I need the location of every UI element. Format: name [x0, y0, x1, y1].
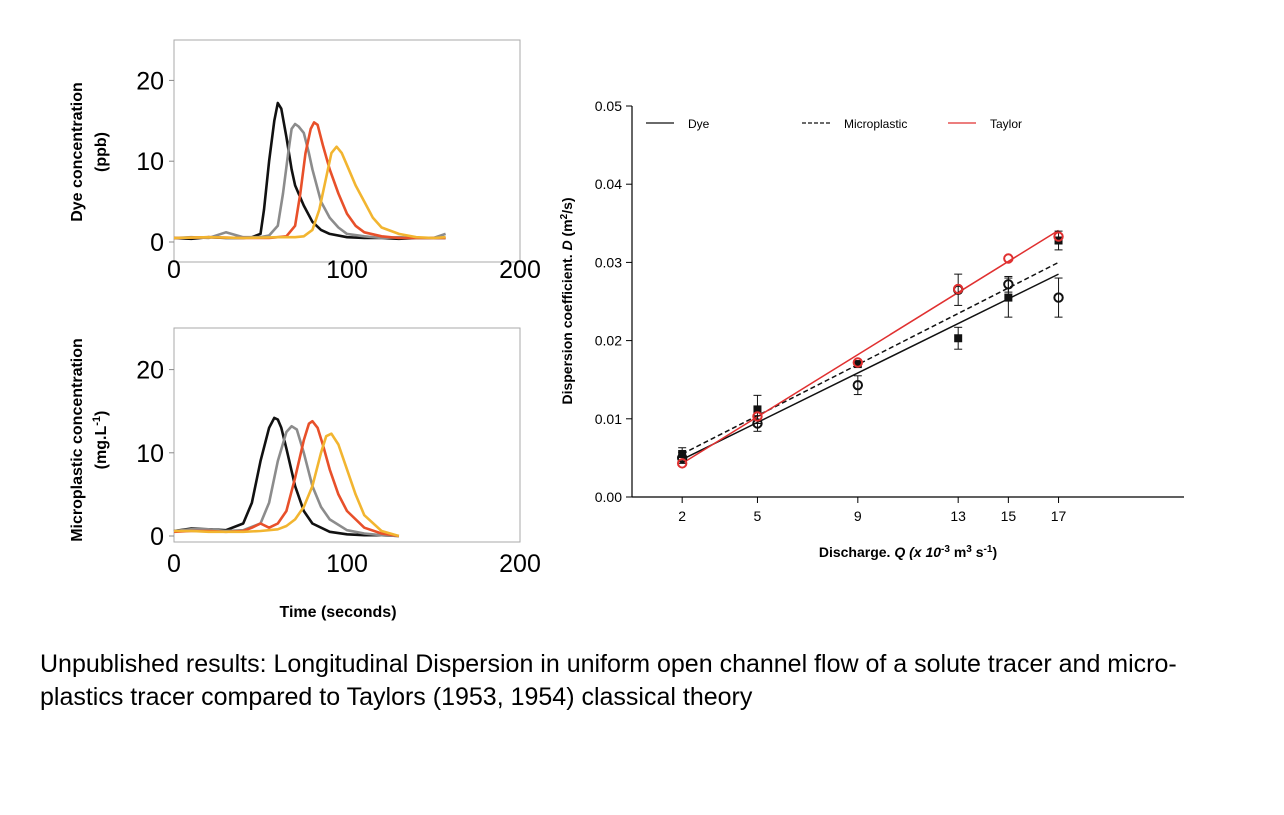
dispersion-xtick-label: 2 — [678, 508, 686, 524]
data-point-circle — [1003, 253, 1014, 264]
time-xlabel: Time (seconds) — [279, 604, 396, 621]
legend-label-taylor: Taylor — [990, 117, 1022, 131]
microplastic-plot-frame — [173, 327, 521, 543]
dye-ylabel-line2: (ppb) — [93, 132, 110, 172]
data-point-circle — [676, 458, 688, 469]
dispersion-ylabel-prefix: Dispersion coefficient. — [559, 254, 575, 404]
dye-plot-frame — [173, 39, 521, 263]
dispersion-xlabel-unit1: (x 10 — [909, 544, 941, 560]
dye-ylabel-line1: Dye concentration — [69, 82, 86, 222]
dispersion-xlabel-unit4: ) — [992, 544, 997, 560]
dispersion-ytick-label: 0.04 — [595, 176, 622, 192]
microplastic-ylabel-line2: (mg.L-1) — [91, 411, 110, 470]
dispersion-xlabel-var: Q — [894, 544, 905, 560]
dispersion-xlabel-sup3: -1 — [984, 544, 993, 555]
dispersion-xlabel-sup2: 3 — [966, 544, 972, 555]
dispersion-xtick-label: 13 — [950, 508, 966, 524]
c1-ytick-label: 20 — [136, 67, 164, 95]
c1-xtick-label: 200 — [499, 256, 541, 284]
c2-ytick-label: 10 — [136, 440, 164, 468]
dispersion-xtick-label: 15 — [1001, 508, 1017, 524]
fit-line-taylor — [681, 229, 1059, 465]
dispersion-xtick-label: 17 — [1051, 508, 1067, 524]
c2-ytick-label: 20 — [136, 357, 164, 385]
dispersion-xlabel-sup1: -3 — [941, 544, 950, 555]
c1-xtick-label: 100 — [326, 256, 368, 284]
c1-ytick-label: 10 — [136, 148, 164, 176]
legend-label-microplastic: Microplastic — [844, 117, 907, 131]
c2-series-line-0 — [173, 416, 399, 538]
microplastic-concentration-chart: Microplastic concentration (mg.L-1) Time… — [69, 327, 541, 621]
microplastic-ylabel-line1: Microplastic concentration — [69, 338, 86, 542]
dispersion-coefficient-chart: Dispersion coefficient. D (m2/s) Dischar… — [559, 98, 1184, 561]
dispersion-xtick-label: 5 — [754, 508, 762, 524]
legend-label-dye: Dye — [688, 117, 710, 131]
data-point-circle — [1053, 231, 1064, 242]
fit-line-microplastic — [681, 261, 1059, 455]
dispersion-ylabel-unit: (m — [559, 219, 575, 236]
dispersion-xlabel-unit3: s — [972, 544, 984, 560]
c1-xtick-label: 0 — [167, 256, 181, 284]
fit-line-dye — [681, 273, 1059, 461]
data-point-circle — [752, 418, 763, 429]
data-point-square — [853, 360, 862, 369]
dispersion-ytick-label: 0.03 — [595, 254, 622, 270]
c2-xtick-label: 200 — [499, 550, 541, 578]
microplastic-ylabel-unit: (mg.L — [93, 426, 110, 470]
data-point-circle — [952, 283, 964, 295]
dispersion-ylabel-unit-end: /s) — [559, 197, 575, 213]
dye-concentration-chart: Dye concentration (ppb) 0 100 200 0 10 20 — [69, 39, 541, 284]
dispersion-ytick-label: 0.00 — [595, 489, 622, 505]
dispersion-xlabel-unit2: m — [950, 544, 966, 560]
dispersion-xtick-label: 9 — [854, 508, 862, 524]
dispersion-ytick-label: 0.01 — [595, 411, 622, 427]
c1-ytick-label: 0 — [150, 229, 164, 257]
c2-ytick-label: 0 — [150, 523, 164, 551]
dispersion-ytick-label: 0.05 — [595, 98, 622, 114]
dispersion-ylabel-sup: 2 — [559, 213, 570, 219]
data-point-circle — [752, 411, 763, 422]
c2-xtick-label: 100 — [326, 550, 368, 578]
c2-xtick-label: 0 — [167, 550, 181, 578]
microplastic-ylabel-sup: -1 — [91, 416, 103, 426]
data-point-square — [954, 334, 963, 343]
dispersion-ylabel: Dispersion coefficient. D (m2/s) — [559, 197, 576, 404]
data-point-circle — [676, 452, 688, 464]
microplastic-ylabel-close: ) — [93, 411, 110, 416]
figure-caption: Unpublished results: Longitudinal Disper… — [40, 650, 1177, 711]
c2-series-line-3 — [174, 432, 400, 538]
dispersion-ytick-label: 0.02 — [595, 333, 622, 349]
dispersion-xlabel: Discharge. Q (x 10-3 m3 s-1) — [819, 544, 997, 561]
c1-series-line-3 — [173, 145, 446, 240]
data-point-circle — [1003, 279, 1014, 290]
data-point-circle — [852, 379, 864, 391]
data-point-square — [1004, 293, 1013, 302]
dispersion-ylabel-var: D — [559, 240, 575, 250]
data-point-circle — [852, 357, 864, 368]
data-point-square — [753, 405, 762, 414]
dispersion-xlabel-prefix: Discharge. — [819, 544, 891, 560]
data-point-circle — [1053, 292, 1064, 303]
dispersion-legend: Dye Microplastic Taylor — [646, 117, 1022, 131]
